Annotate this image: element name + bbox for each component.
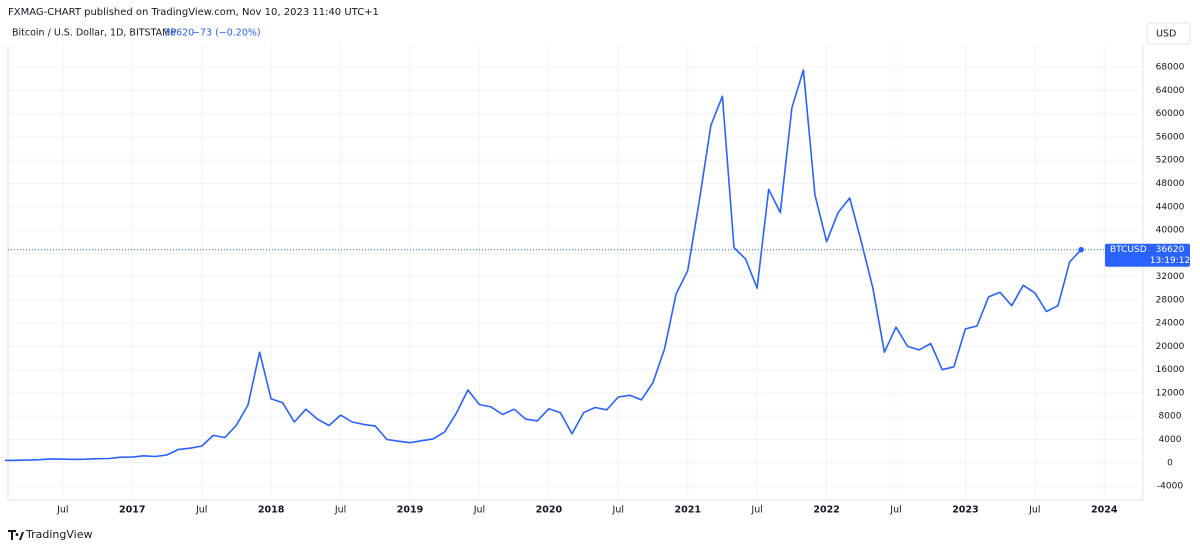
- published-note: FXMAG-CHART published on TradingView.com…: [8, 7, 379, 18]
- price-tag: [1105, 243, 1190, 267]
- x-tick-label: 2018: [258, 505, 285, 516]
- x-tick-label: Jul: [750, 505, 762, 516]
- y-tick-label: 4000: [1159, 435, 1182, 445]
- price-tag-symbol: BTCUSD: [1110, 245, 1147, 255]
- x-tick-label: Jul: [56, 505, 68, 516]
- y-tick-label: 20000: [1156, 342, 1185, 352]
- x-tick-label: Jul: [612, 505, 624, 516]
- x-tick-label: Jul: [195, 505, 207, 516]
- currency: USD: [1156, 29, 1176, 40]
- y-tick-label: 24000: [1156, 319, 1185, 329]
- x-tick-label: 2024: [1091, 505, 1118, 516]
- y-tick-label: 56000: [1156, 132, 1185, 142]
- y-tick-label: 44000: [1156, 202, 1185, 212]
- y-tick-label: 28000: [1156, 295, 1185, 305]
- x-tick-label: 2019: [397, 505, 423, 516]
- x-tick-label: 2021: [674, 505, 700, 516]
- y-tick-label: 0: [1167, 458, 1173, 468]
- x-tick-label: 2023: [952, 505, 978, 516]
- chart-title: Bitcoin / U.S. Dollar, 1D, BITSTAMP: [12, 28, 176, 39]
- price-tag-countdown: 13:19:12: [1150, 256, 1190, 266]
- tv-logo: [8, 530, 24, 540]
- y-tick-label: 48000: [1156, 179, 1185, 189]
- y-tick-label: 8000: [1159, 412, 1182, 422]
- y-tick-label: 40000: [1156, 226, 1185, 236]
- x-tick-label: 2020: [536, 505, 563, 516]
- y-tick-label: 32000: [1156, 272, 1185, 282]
- y-tick-label: 68000: [1156, 63, 1185, 73]
- last-point: [1078, 246, 1084, 253]
- y-tick-label: -4000: [1157, 482, 1183, 492]
- currency-box[interactable]: [1146, 22, 1191, 45]
- price-line: [4, 69, 1082, 462]
- x-tick-label: Jul: [473, 505, 485, 516]
- x-tick-label: Jul: [889, 505, 901, 516]
- price-change: −73 (−0.20%): [192, 28, 261, 39]
- x-tick-label: 2017: [119, 505, 145, 516]
- y-tick-label: 12000: [1156, 388, 1185, 398]
- x-tick-label: Jul: [1028, 505, 1040, 516]
- y-tick-label: 16000: [1156, 365, 1185, 375]
- x-tick-label: Jul: [334, 505, 346, 516]
- last-price: 36620: [164, 28, 194, 39]
- x-tick-label: 2022: [813, 505, 839, 516]
- price-tag-value: 36620: [1156, 245, 1185, 255]
- y-tick-label: 60000: [1156, 109, 1185, 119]
- brand: TradingView: [25, 528, 92, 541]
- y-tick-label: 52000: [1156, 156, 1185, 166]
- y-tick-label: 64000: [1156, 86, 1185, 96]
